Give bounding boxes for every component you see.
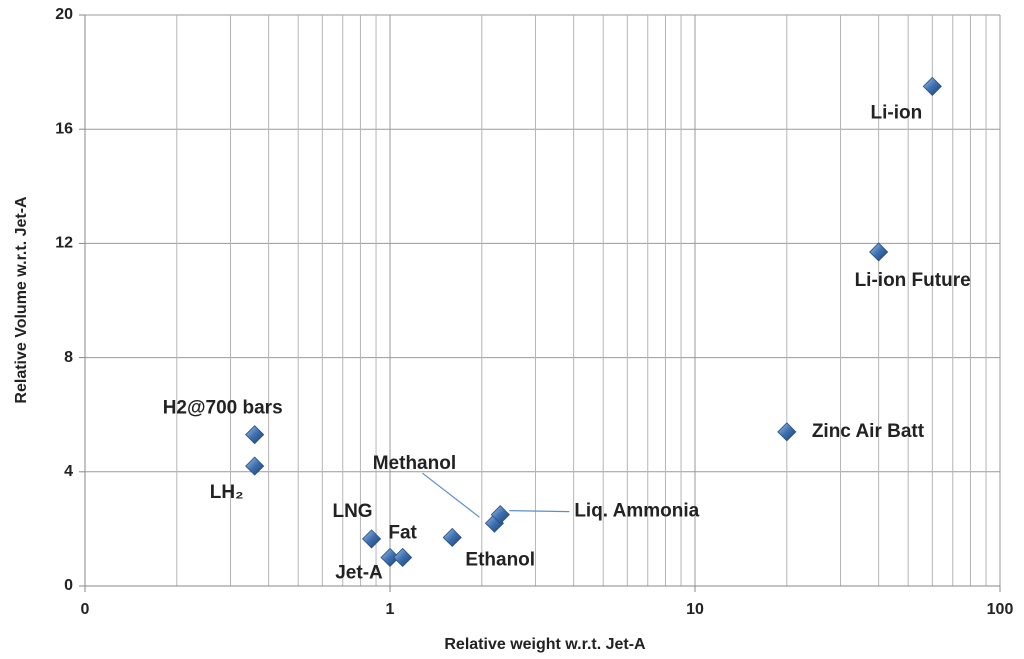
leader-line <box>422 472 480 518</box>
point-label: Ethanol <box>465 549 535 570</box>
point-label: H2@700 bars <box>163 398 283 419</box>
marks <box>245 76 942 568</box>
x-axis-title: Relative weight w.r.t. Jet-A <box>444 636 646 653</box>
point <box>922 76 942 96</box>
point <box>380 547 400 568</box>
point <box>777 422 797 442</box>
grid <box>79 14 1001 592</box>
point-label: Jet-A <box>335 562 383 583</box>
x-tick-label: 10 <box>686 601 704 618</box>
y-tick-label: 0 <box>64 577 73 594</box>
point-label: Li-ion <box>870 102 922 123</box>
x-tick-label: 1 <box>386 601 395 618</box>
point-label: LH₂ <box>210 482 244 503</box>
point-label: Fat <box>388 522 417 543</box>
point-label: LNG <box>332 501 372 522</box>
y-tick-label: 20 <box>55 6 73 23</box>
y-tick-label: 12 <box>55 235 73 252</box>
leader-line <box>509 510 570 513</box>
point-label: Li-ion Future <box>855 270 971 291</box>
x-tick-label: 100 <box>987 601 1014 618</box>
point <box>393 547 413 568</box>
point <box>869 242 889 262</box>
y-tick-label: 8 <box>64 349 73 366</box>
point-label: Methanol <box>373 453 456 474</box>
y-tick-label: 4 <box>64 463 73 480</box>
point <box>245 456 265 476</box>
point <box>442 527 462 548</box>
point-label: Zinc Air Batt <box>812 421 925 442</box>
point <box>361 529 382 549</box>
point <box>245 425 265 445</box>
y-axis-title: Relative Volume w.r.t. Jet-A <box>13 196 30 404</box>
point-label: Liq. Ammonia <box>574 501 699 522</box>
point <box>490 505 510 525</box>
x-tick-label: 0 <box>81 601 90 618</box>
y-tick-label: 16 <box>55 120 73 137</box>
